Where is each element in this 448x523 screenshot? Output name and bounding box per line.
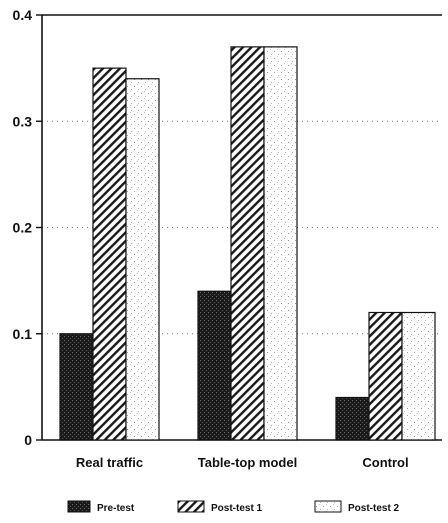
legend-label: Post-test 1 bbox=[211, 503, 263, 514]
bar-post-test-1-real-traffic bbox=[92, 67, 127, 441]
bar-pre-test-real-traffic bbox=[59, 333, 94, 441]
x-tick-label: Table-top model bbox=[198, 455, 297, 470]
bar-pre-test-table-top-model bbox=[197, 290, 232, 441]
bar-post-test-2-real-traffic bbox=[125, 78, 160, 441]
y-tick-label: 0 bbox=[24, 432, 32, 448]
y-tick-label: 0.4 bbox=[13, 7, 33, 23]
bar-pre-test-control bbox=[335, 396, 370, 441]
bar-post-test-2-table-top-model bbox=[263, 46, 298, 441]
y-tick-label: 0.2 bbox=[13, 220, 33, 236]
x-tick-label: Real traffic bbox=[76, 455, 143, 470]
y-tick-label: 0.3 bbox=[13, 113, 33, 129]
x-tick-label: Control bbox=[362, 455, 408, 470]
legend-swatch bbox=[67, 500, 91, 513]
bar-post-test-1-table-top-model bbox=[230, 46, 265, 441]
legend-swatch bbox=[314, 500, 342, 513]
legend-label: Pre-test bbox=[97, 503, 135, 514]
y-tick-label: 0.1 bbox=[13, 326, 33, 342]
legend-label: Post-test 2 bbox=[348, 503, 400, 514]
bar-post-test-1-control bbox=[368, 311, 403, 441]
bar-post-test-2-control bbox=[401, 311, 436, 441]
legend-swatch bbox=[177, 500, 205, 513]
